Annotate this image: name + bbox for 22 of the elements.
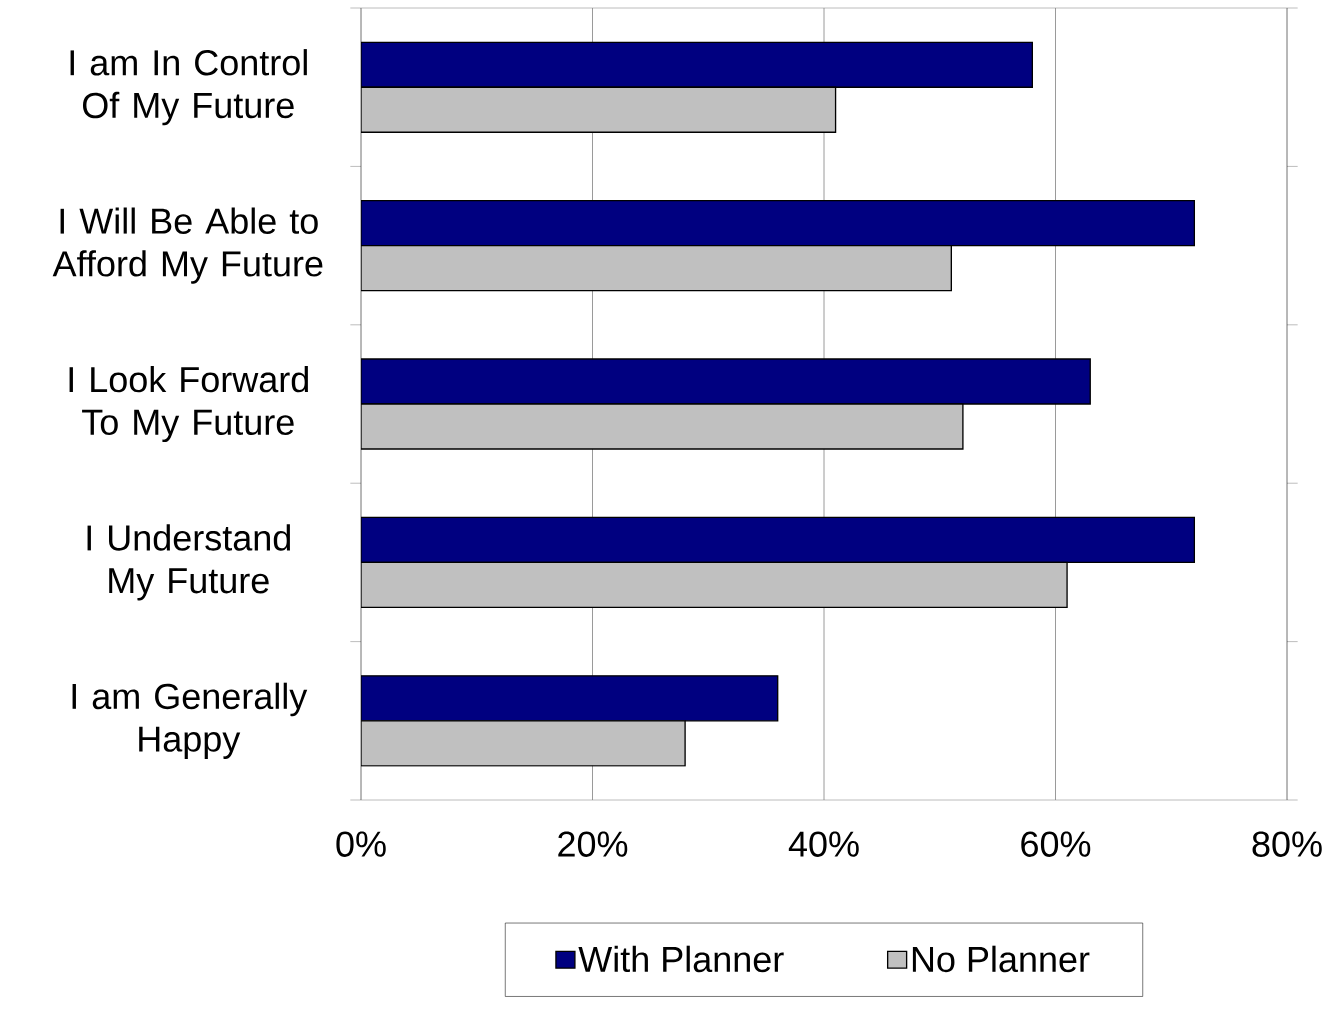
y-tick-label: I Look Forward To My Future — [69, 365, 308, 443]
y-tick-label: I am Generally Happy — [72, 682, 308, 759]
x-tick-label: 60% — [1021, 831, 1091, 857]
bar — [361, 358, 1091, 405]
legend-label: No Planner — [912, 945, 1090, 973]
x-tick-label: 20% — [558, 831, 628, 857]
bar — [361, 675, 779, 722]
x-tick-label: 80% — [1252, 831, 1322, 857]
bar — [361, 41, 1034, 88]
x-tick-label: 40% — [788, 831, 859, 857]
bar — [361, 244, 952, 292]
bar — [361, 403, 964, 450]
x-tick-label: 0% — [336, 831, 386, 857]
bar — [361, 561, 1068, 609]
bar — [361, 199, 1196, 247]
y-tick-label: I Will Be Able to Afford My Future — [52, 207, 323, 284]
y-tick-label: I am In Control Of My Future — [70, 49, 307, 126]
bar — [361, 516, 1196, 564]
y-tick-label: I Understand My Future — [87, 524, 291, 601]
legend-label: With Planner — [578, 945, 784, 973]
bar — [361, 720, 686, 767]
bar — [361, 86, 837, 133]
